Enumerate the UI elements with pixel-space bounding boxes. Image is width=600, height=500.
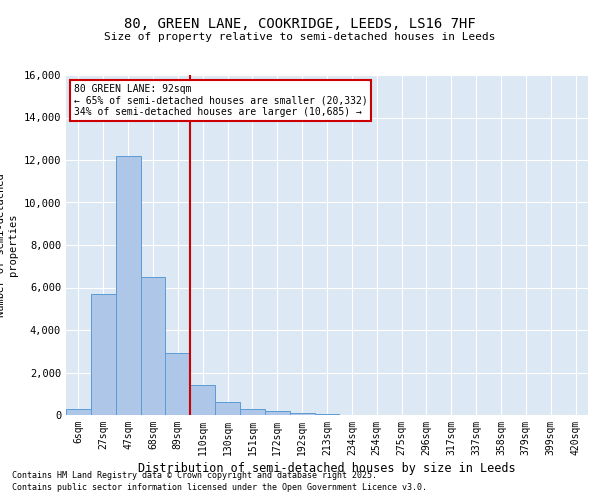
Bar xyxy=(140,277,166,415)
Text: Size of property relative to semi-detached houses in Leeds: Size of property relative to semi-detach… xyxy=(104,32,496,42)
Bar xyxy=(240,408,265,415)
Text: Contains public sector information licensed under the Open Government Licence v3: Contains public sector information licen… xyxy=(12,484,427,492)
Bar xyxy=(215,402,240,415)
Bar xyxy=(91,294,116,415)
Text: 80, GREEN LANE, COOKRIDGE, LEEDS, LS16 7HF: 80, GREEN LANE, COOKRIDGE, LEEDS, LS16 7… xyxy=(124,18,476,32)
Text: 80 GREEN LANE: 92sqm
← 65% of semi-detached houses are smaller (20,332)
34% of s: 80 GREEN LANE: 92sqm ← 65% of semi-detac… xyxy=(74,84,368,116)
Text: Contains HM Land Registry data © Crown copyright and database right 2025.: Contains HM Land Registry data © Crown c… xyxy=(12,471,377,480)
Bar xyxy=(314,414,340,415)
Bar xyxy=(66,408,91,415)
Bar xyxy=(190,385,215,415)
Bar xyxy=(166,354,190,415)
Bar xyxy=(265,411,290,415)
Bar xyxy=(116,156,140,415)
Y-axis label: Number of semi-detached
properties: Number of semi-detached properties xyxy=(0,173,18,317)
Bar xyxy=(290,413,314,415)
X-axis label: Distribution of semi-detached houses by size in Leeds: Distribution of semi-detached houses by … xyxy=(138,462,516,475)
